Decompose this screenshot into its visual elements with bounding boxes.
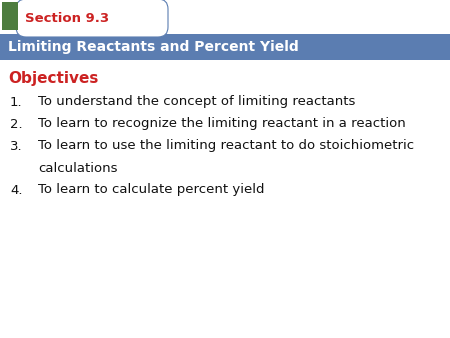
Text: calculations: calculations (38, 162, 117, 174)
Text: 1.: 1. (10, 96, 22, 108)
FancyBboxPatch shape (2, 2, 18, 30)
Text: To learn to use the limiting reactant to do stoichiometric: To learn to use the limiting reactant to… (38, 140, 414, 152)
FancyBboxPatch shape (0, 34, 450, 60)
Text: Section 9.3: Section 9.3 (25, 13, 109, 25)
Text: 3.: 3. (10, 140, 22, 152)
Text: To learn to recognize the limiting reactant in a reaction: To learn to recognize the limiting react… (38, 118, 406, 130)
Text: To understand the concept of limiting reactants: To understand the concept of limiting re… (38, 96, 356, 108)
Text: Limiting Reactants and Percent Yield: Limiting Reactants and Percent Yield (8, 40, 299, 54)
FancyBboxPatch shape (16, 0, 168, 37)
Text: 2.: 2. (10, 118, 22, 130)
Text: Objectives: Objectives (8, 71, 99, 86)
Text: To learn to calculate percent yield: To learn to calculate percent yield (38, 184, 265, 196)
Text: 4.: 4. (10, 184, 22, 196)
